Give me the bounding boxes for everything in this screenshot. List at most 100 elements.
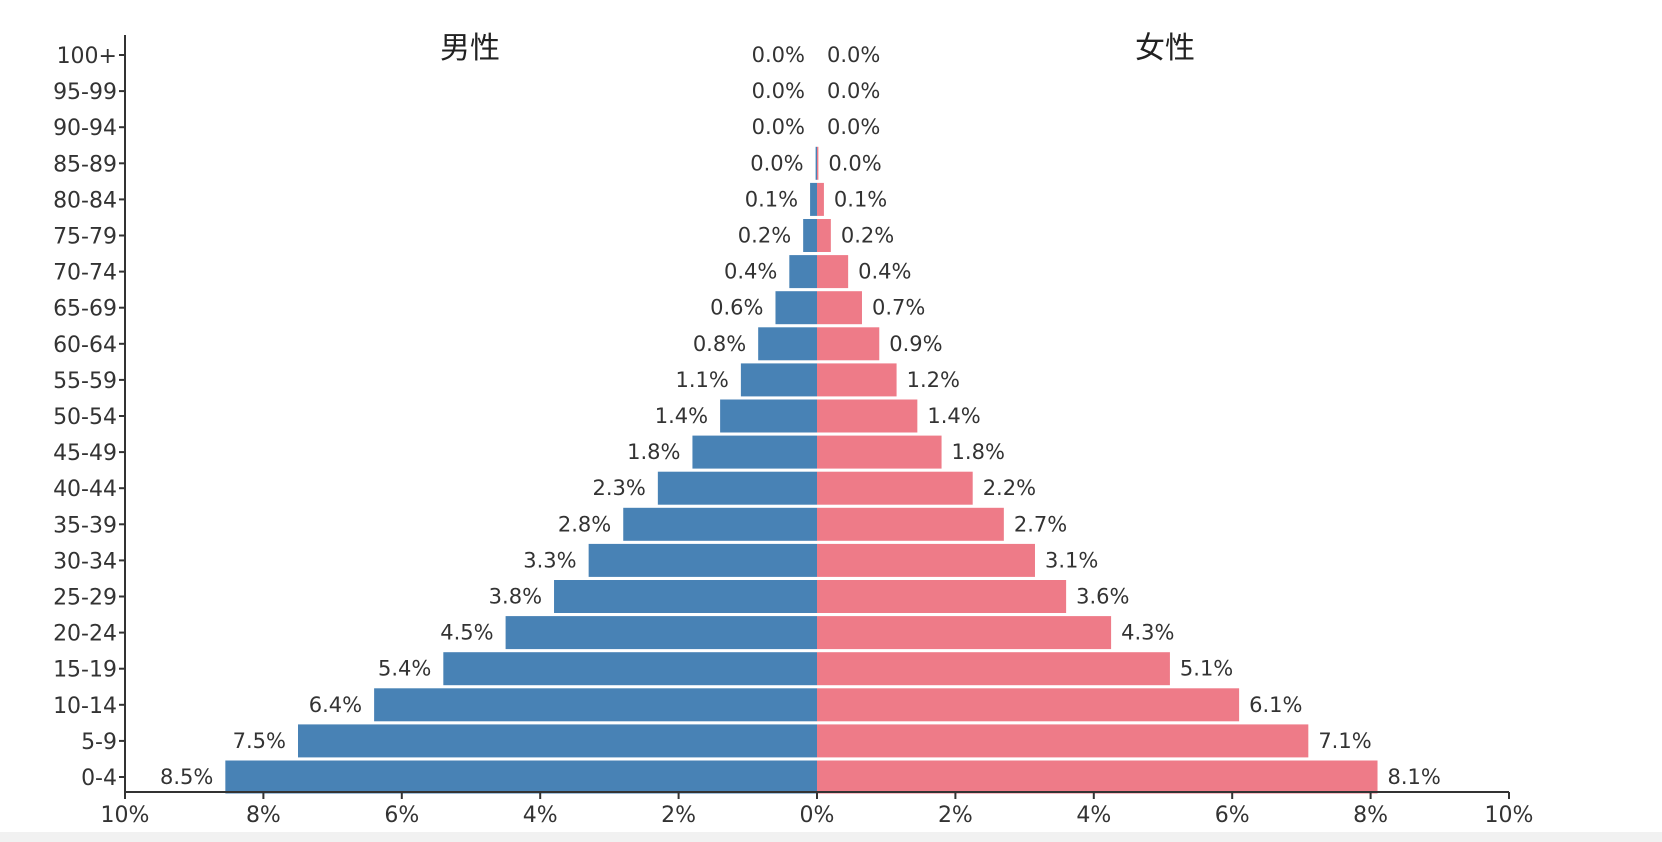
female-bar	[817, 219, 831, 252]
x-tick-label: 8%	[1353, 803, 1388, 828]
female-bar	[817, 399, 918, 433]
y-tick-label: 85-89	[53, 152, 117, 177]
male-bar	[505, 616, 817, 650]
male-bar	[657, 471, 817, 505]
male-bar	[443, 652, 817, 686]
male-bar	[789, 255, 817, 289]
female-bar	[817, 291, 862, 325]
male-bars	[225, 146, 818, 794]
female-bar	[817, 507, 1004, 541]
x-tick-label: 4%	[523, 803, 558, 828]
y-tick-label: 80-84	[53, 188, 117, 213]
male-bar	[554, 580, 817, 613]
x-axis: 10% 8% 6% 4% 2% 0% 2% 4% 6% 8% 10%	[101, 791, 1534, 828]
y-tick-label: 100+	[57, 44, 117, 69]
female-bar	[817, 616, 1112, 650]
female-value-label: 0.4%	[858, 260, 911, 284]
male-value-label: 0.2%	[738, 224, 791, 248]
male-value-labels: 0.0% 0.0% 0.0% 0.0% 0.1% 0.2% 0.4% 0.6% 0.8% 1.1%…	[160, 43, 805, 789]
y-tick-label: 10-14	[53, 694, 117, 719]
male-value-label: 2.3%	[592, 476, 645, 500]
male-value-label: 6.4%	[309, 693, 362, 717]
y-tick-label: 70-74	[53, 261, 117, 286]
bottom-strip	[0, 832, 1662, 842]
male-bar	[692, 435, 817, 469]
female-value-label: 0.9%	[889, 332, 942, 356]
female-bar	[817, 688, 1240, 722]
female-bar	[817, 580, 1067, 613]
female-value-label: 5.1%	[1180, 657, 1233, 681]
male-value-label: 8.5%	[160, 765, 213, 789]
female-bar	[817, 255, 849, 289]
male-bar	[758, 327, 817, 361]
female-bar	[817, 471, 973, 505]
male-value-label: 3.3%	[523, 548, 576, 572]
x-tick-label: 6%	[1215, 803, 1250, 828]
female-value-label: 0.0%	[828, 151, 881, 175]
male-bar	[740, 363, 817, 397]
y-tick-label: 65-69	[53, 297, 117, 322]
y-tick-label: 30-34	[53, 549, 117, 574]
female-value-label: 3.6%	[1076, 585, 1129, 609]
female-bar	[817, 724, 1309, 758]
male-value-label: 5.4%	[378, 657, 431, 681]
male-value-label: 7.5%	[233, 729, 286, 753]
male-value-label: 0.4%	[724, 260, 777, 284]
male-value-label: 0.0%	[752, 115, 805, 139]
female-bars	[817, 146, 1378, 794]
male-value-label: 1.4%	[655, 404, 708, 428]
x-tick-label: 2%	[938, 803, 973, 828]
y-tick-label: 50-54	[53, 405, 117, 430]
female-value-label: 0.1%	[834, 187, 887, 211]
y-tick-label: 75-79	[53, 225, 117, 250]
female-value-label: 1.4%	[927, 404, 980, 428]
female-value-label: 4.3%	[1121, 621, 1174, 645]
male-bar	[225, 760, 818, 794]
y-tick-label: 45-49	[53, 441, 117, 466]
male-value-label: 0.8%	[693, 332, 746, 356]
y-tick-label: 95-99	[53, 80, 117, 105]
female-bar	[817, 760, 1378, 794]
y-tick-label: 60-64	[53, 333, 117, 358]
y-tick-label: 15-19	[53, 658, 117, 683]
male-value-label: 1.8%	[627, 440, 680, 464]
female-bar	[817, 146, 819, 180]
x-tick-label: 6%	[384, 803, 419, 828]
y-tick-label: 20-24	[53, 622, 117, 647]
female-value-label: 6.1%	[1249, 693, 1302, 717]
male-bar	[298, 724, 817, 758]
female-bar	[817, 363, 897, 397]
female-value-label: 2.2%	[983, 476, 1036, 500]
female-bar	[817, 327, 880, 361]
male-value-label: 3.8%	[489, 585, 542, 609]
female-value-label: 7.1%	[1318, 729, 1371, 753]
x-tick-label: 8%	[246, 803, 281, 828]
male-value-label: 0.1%	[745, 187, 798, 211]
y-tick-label: 0-4	[81, 766, 117, 791]
y-tick-label: 55-59	[53, 369, 117, 394]
female-bar	[817, 435, 942, 469]
x-tick-label: 10%	[101, 803, 150, 828]
female-value-label: 0.0%	[827, 79, 880, 103]
male-bar	[815, 146, 817, 180]
y-tick-label: 25-29	[53, 586, 117, 611]
male-bar	[720, 399, 817, 433]
male-bar	[588, 543, 817, 577]
male-value-label: 4.5%	[440, 621, 493, 645]
female-bar	[817, 182, 824, 216]
x-tick-label: 0%	[800, 803, 835, 828]
male-value-label: 0.0%	[752, 79, 805, 103]
male-bar	[623, 507, 817, 541]
x-tick-label: 10%	[1485, 803, 1534, 828]
y-axis: 100+ 95-99 90-94 85-89 80-84 75-79 70-74 65-69 6…	[53, 35, 126, 792]
male-bar	[775, 291, 817, 325]
y-tick-label: 90-94	[53, 116, 117, 141]
female-value-label: 8.1%	[1388, 765, 1441, 789]
female-value-label: 0.2%	[841, 224, 894, 248]
male-bar	[803, 219, 817, 252]
male-value-label: 2.8%	[558, 512, 611, 536]
female-value-labels: 0.0% 0.0% 0.0% 0.0% 0.1% 0.2% 0.4% 0.7% 0.9% 1.2%…	[827, 43, 1441, 789]
male-series-title: 男性	[440, 31, 500, 66]
